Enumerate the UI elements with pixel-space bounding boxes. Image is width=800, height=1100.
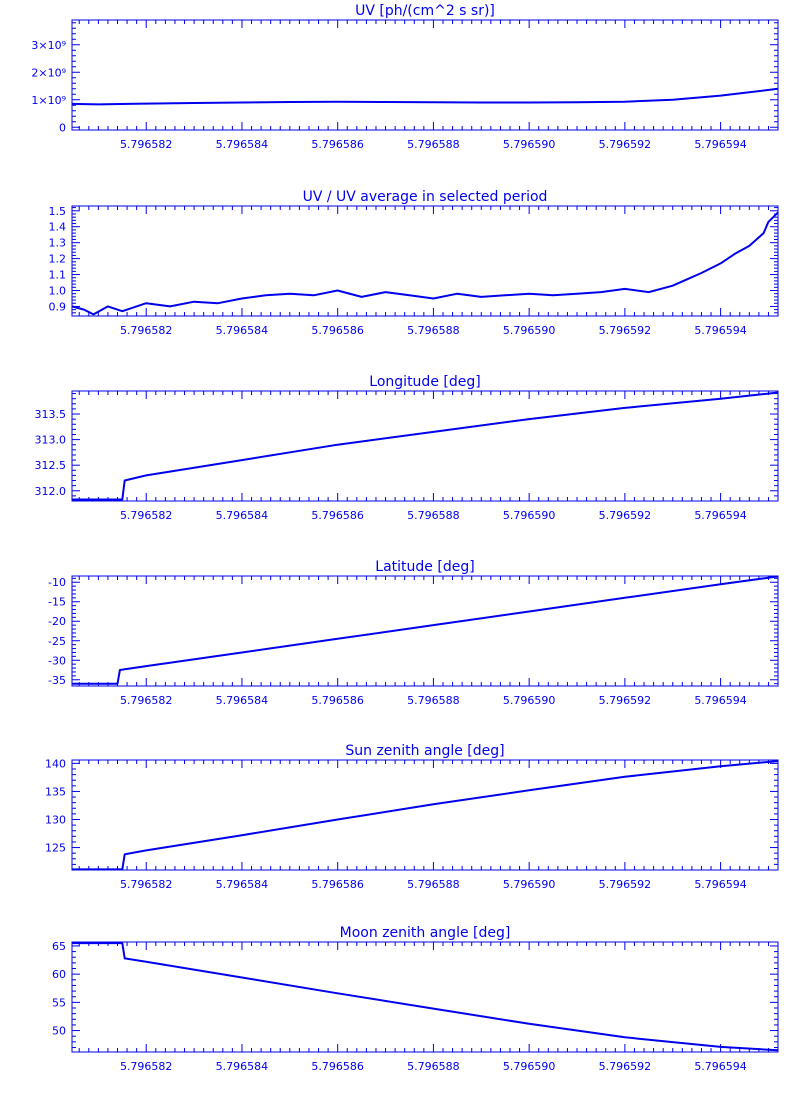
plot-frame: [71, 19, 779, 131]
y-tick-label: -15: [48, 596, 66, 609]
x-tick-label: 5.796588: [407, 324, 460, 337]
x-tick-label: 5.796590: [503, 878, 556, 891]
y-tick-label: 313.5: [35, 408, 67, 421]
x-tick-label: 5.796592: [599, 694, 652, 707]
x-tick-label: 5.796582: [120, 878, 173, 891]
x-tick-label: 5.796582: [120, 138, 173, 151]
y-tick-label: 55: [52, 996, 66, 1009]
series-line: [72, 391, 779, 501]
y-tick-label: 65: [52, 940, 66, 953]
plot-frame: [71, 390, 779, 502]
y-tick-label: -35: [48, 674, 66, 687]
y-tick-label: 313.0: [35, 434, 67, 447]
panel-title: Moon zenith angle [deg]: [340, 925, 511, 941]
x-tick-label: 5.796586: [311, 324, 364, 337]
y-tick-label: 60: [52, 968, 66, 981]
y-tick-label: 1.2: [49, 253, 67, 266]
x-tick-label: 5.796584: [216, 138, 269, 151]
y-tick-label: 1.0: [49, 284, 67, 297]
y-tick-label: -30: [48, 654, 66, 667]
x-tick-label: 5.796592: [599, 324, 652, 337]
x-tick-label: 5.796588: [407, 1060, 460, 1073]
x-tick-label: 5.796582: [120, 1060, 173, 1073]
x-tick-label: 5.796588: [407, 509, 460, 522]
x-tick-label: 5.796584: [216, 324, 269, 337]
x-tick-label: 5.796590: [503, 1060, 556, 1073]
y-tick-label: 0.9: [49, 300, 67, 313]
x-tick-label: 5.796590: [503, 509, 556, 522]
x-tick-label: 5.796592: [599, 878, 652, 891]
x-tick-label: 5.796586: [311, 509, 364, 522]
x-tick-label: 5.796590: [503, 694, 556, 707]
panel-title: UV [ph/(cm^2 s sr)]: [355, 3, 495, 19]
panel-title: Sun zenith angle [deg]: [345, 743, 504, 759]
x-tick-label: 5.796588: [407, 878, 460, 891]
panel-title: Latitude [deg]: [375, 559, 474, 575]
x-tick-label: 5.796594: [694, 878, 747, 891]
y-tick-label: 2×10⁹: [31, 66, 66, 79]
y-tick-label: 1.4: [49, 221, 67, 234]
series-line: [71, 211, 779, 316]
y-tick-label: -10: [48, 576, 66, 589]
y-tick-label: 312.5: [35, 459, 67, 472]
series-line: [72, 575, 779, 685]
x-tick-label: 5.796592: [599, 509, 652, 522]
x-tick-label: 5.796582: [120, 694, 173, 707]
x-tick-label: 5.796594: [694, 509, 747, 522]
plot-frame: [71, 759, 779, 871]
x-tick-label: 5.796592: [599, 1060, 652, 1073]
y-tick-label: 0: [59, 121, 66, 134]
x-tick-label: 5.796594: [694, 138, 747, 151]
y-tick-label: 140: [45, 757, 66, 770]
x-tick-label: 5.796584: [216, 1060, 269, 1073]
y-tick-label: 312.0: [35, 485, 67, 498]
plot-frame: [71, 575, 779, 687]
y-tick-label: 1.1: [49, 269, 67, 282]
y-tick-label: -20: [48, 615, 66, 628]
panel-title: UV / UV average in selected period: [303, 189, 548, 205]
plot-frame: [71, 205, 779, 317]
panel-title: Longitude [deg]: [369, 374, 480, 390]
x-tick-label: 5.796586: [311, 878, 364, 891]
x-tick-label: 5.796584: [216, 878, 269, 891]
x-tick-label: 5.796584: [216, 509, 269, 522]
y-tick-label: -25: [48, 635, 66, 648]
x-tick-label: 5.796594: [694, 694, 747, 707]
series-line: [72, 760, 779, 871]
x-tick-label: 5.796582: [120, 324, 173, 337]
x-tick-label: 5.796594: [694, 1060, 747, 1073]
y-tick-label: 50: [52, 1025, 66, 1038]
y-tick-label: 1.5: [49, 205, 67, 218]
y-tick-label: 1×10⁹: [31, 94, 66, 107]
x-tick-label: 5.796588: [407, 694, 460, 707]
x-tick-label: 5.796586: [311, 694, 364, 707]
x-tick-label: 5.796584: [216, 694, 269, 707]
y-tick-label: 125: [45, 842, 66, 855]
x-tick-label: 5.796590: [503, 324, 556, 337]
y-tick-label: 1.3: [49, 237, 67, 250]
x-tick-label: 5.796590: [503, 138, 556, 151]
plot-frame: [71, 941, 779, 1053]
x-tick-label: 5.796594: [694, 324, 747, 337]
y-tick-label: 130: [45, 813, 66, 826]
y-tick-label: 135: [45, 785, 66, 798]
x-tick-label: 5.796582: [120, 509, 173, 522]
series-line: [71, 87, 779, 106]
series-line: [72, 942, 779, 1052]
y-tick-label: 3×10⁹: [31, 39, 66, 52]
x-tick-label: 5.796586: [311, 138, 364, 151]
x-tick-label: 5.796588: [407, 138, 460, 151]
x-tick-label: 5.796592: [599, 138, 652, 151]
x-tick-label: 5.796586: [311, 1060, 364, 1073]
